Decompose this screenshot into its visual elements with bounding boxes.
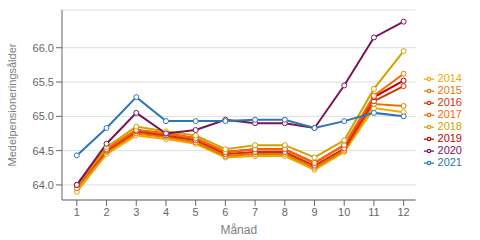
svg-text:Medelpensioneringsålder: Medelpensioneringsålder bbox=[8, 43, 18, 166]
svg-text:6: 6 bbox=[222, 206, 228, 218]
html-text:2020: 2020 bbox=[437, 144, 462, 157]
svg-text:64.0: 64.0 bbox=[33, 179, 54, 191]
html-text:2019: 2019 bbox=[437, 132, 462, 145]
svg-text:66.0: 66.0 bbox=[33, 42, 54, 54]
html-text:2016: 2016 bbox=[437, 95, 462, 108]
svg-text:64.5: 64.5 bbox=[33, 145, 54, 157]
svg-text:3: 3 bbox=[133, 206, 139, 218]
svg-text:2: 2 bbox=[103, 206, 109, 218]
svg-text:4: 4 bbox=[163, 206, 169, 218]
html-text:2017: 2017 bbox=[437, 107, 462, 120]
svg-text:1: 1 bbox=[74, 206, 80, 218]
svg-text:11: 11 bbox=[368, 206, 379, 218]
svg-text:65.5: 65.5 bbox=[33, 76, 54, 88]
html-text:2015: 2015 bbox=[437, 83, 462, 96]
svg-text:5: 5 bbox=[193, 206, 199, 218]
html-text:2018: 2018 bbox=[437, 120, 462, 132]
svg-text:8: 8 bbox=[282, 206, 288, 218]
html-text:2021: 2021 bbox=[437, 156, 462, 169]
svg-text:12: 12 bbox=[398, 206, 410, 218]
svg-text:Månad: Månad bbox=[220, 223, 257, 237]
svg-text:7: 7 bbox=[252, 206, 258, 218]
html-text:2014: 2014 bbox=[437, 71, 462, 84]
svg-text:10: 10 bbox=[338, 206, 350, 218]
svg-text:9: 9 bbox=[311, 206, 317, 218]
svg-text:65.0: 65.0 bbox=[33, 110, 54, 122]
